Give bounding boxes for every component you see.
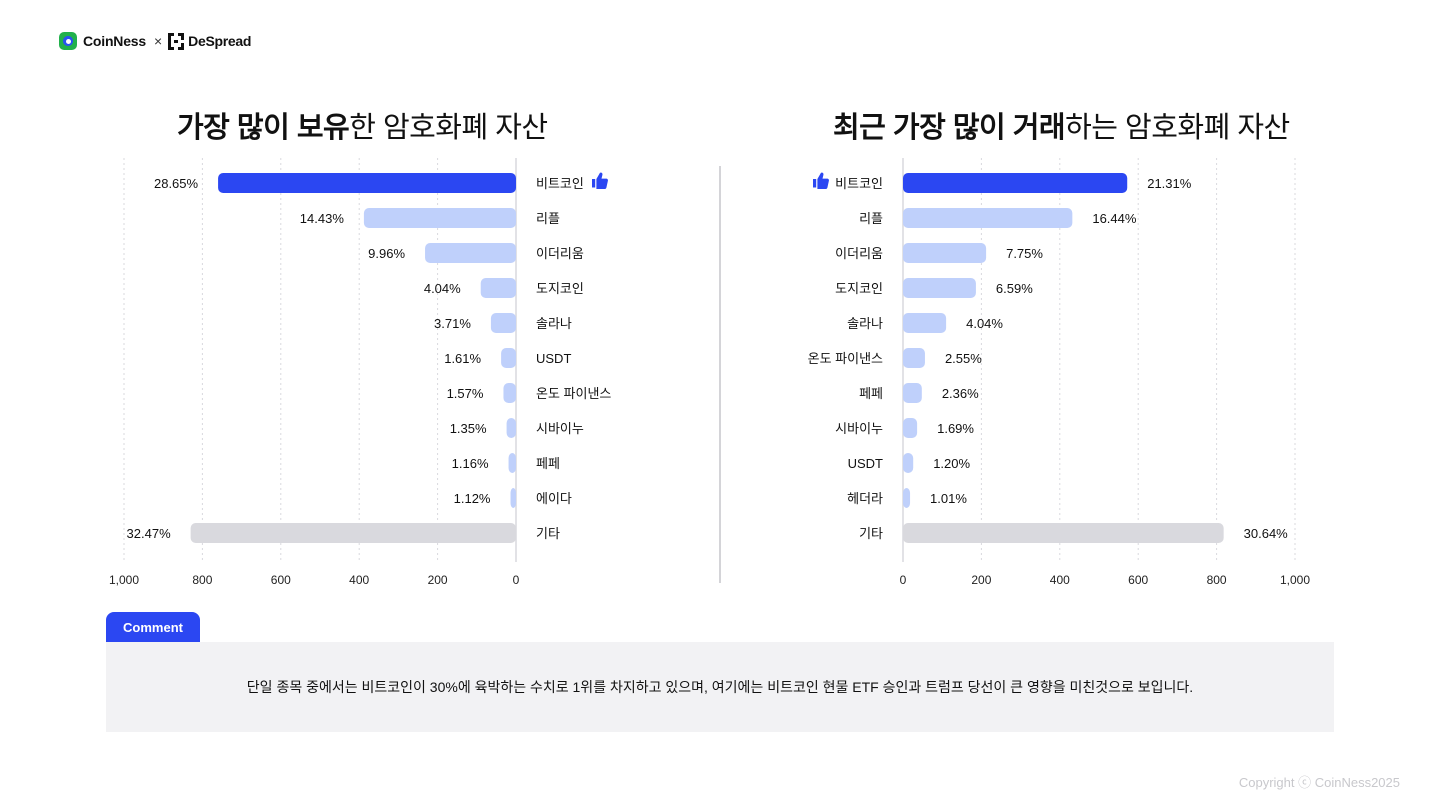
left-category-label: 온도 파이낸스 — [536, 386, 611, 401]
right-bar — [903, 313, 947, 333]
right-bar — [903, 418, 918, 438]
right-bar — [903, 278, 976, 298]
left-value-label: 28.65% — [154, 176, 199, 191]
comment-text: 단일 종목 중에서는 비트코인이 30%에 육박하는 수치로 1위를 차지하고 … — [246, 679, 1194, 695]
left-value-label: 9.96% — [368, 246, 405, 261]
copyright: Copyright ⓒ CoinNess2025 — [1238, 775, 1400, 790]
right-value-label: 4.04% — [966, 316, 1003, 331]
right-value-label: 2.55% — [945, 351, 982, 366]
left-bar — [508, 453, 516, 473]
right-bar — [903, 243, 987, 263]
left-category-label: 비트코인 — [536, 176, 584, 191]
left-value-label: 1.12% — [454, 491, 491, 506]
right-bar — [903, 208, 1073, 228]
despread-logo-icon — [168, 32, 185, 50]
left-category-label: 기타 — [536, 526, 560, 541]
right-category-label: 헤더라 — [847, 491, 883, 506]
left-value-label: 32.47% — [127, 526, 172, 541]
right-tick-label: 0 — [900, 573, 907, 587]
left-bar — [506, 418, 516, 438]
left-category-label: 도지코인 — [536, 281, 584, 296]
right-category-label: 시바이누 — [835, 421, 883, 436]
right-value-label: 30.64% — [1244, 526, 1289, 541]
right-tick-label: 200 — [971, 573, 991, 587]
left-value-label: 1.35% — [450, 421, 487, 436]
right-bar — [903, 488, 911, 508]
left-tick-label: 800 — [192, 573, 212, 587]
left-tick-label: 400 — [349, 573, 369, 587]
left-value-label: 14.43% — [300, 211, 345, 226]
left-chart-title: 가장 많이 보유한 암호화폐 자산 — [177, 108, 548, 148]
right-chart-title: 최근 가장 많이 거래하는 암호화폐 자산 — [833, 108, 1290, 148]
brand-separator: × — [153, 33, 163, 49]
right-category-label: 기타 — [859, 526, 883, 541]
bar-charts: 1,000 800 600 400 200 0 0 200 400 600 800 1,000 28.6… — [109, 158, 1310, 587]
coinness-brand: CoinNess — [83, 33, 146, 49]
right-tick-label: 400 — [1050, 573, 1070, 587]
right-value-label: 6.59% — [996, 281, 1033, 296]
despread-brand: DeSpread — [188, 33, 252, 49]
comment-box: 단일 종목 중에서는 비트코인이 30%에 육박하는 수치로 1위를 차지하고 … — [106, 642, 1334, 732]
left-category-label: 이더리움 — [536, 246, 584, 261]
left-title-bold: 가장 많이 보유 — [177, 112, 350, 144]
left-value-label: 1.57% — [447, 386, 484, 401]
thumbs-up-icon — [813, 172, 829, 189]
left-category-label: 페페 — [536, 456, 560, 471]
right-bar — [903, 523, 1224, 543]
left-bar — [363, 208, 516, 228]
right-category-label: 이더리움 — [835, 246, 883, 261]
right-value-label: 2.36% — [942, 386, 979, 401]
right-category-label: 페페 — [859, 386, 883, 401]
left-category-label: 솔라나 — [536, 316, 572, 331]
chart-divider — [719, 166, 721, 583]
right-title-bold: 최근 가장 많이 거래 — [833, 112, 1066, 144]
comment-tab: Comment — [106, 612, 200, 642]
right-value-label: 1.20% — [933, 456, 970, 471]
right-value-label: 1.69% — [937, 421, 974, 436]
left-value-label: 1.61% — [444, 351, 481, 366]
left-category-label: 시바이누 — [536, 421, 584, 436]
right-tick-label: 1,000 — [1280, 573, 1310, 587]
right-value-label: 7.75% — [1006, 246, 1043, 261]
right-category-label: 솔라나 — [847, 316, 883, 331]
right-title-rest: 하는 암호화폐 자산 — [1065, 112, 1290, 144]
left-value-label: 3.71% — [434, 316, 471, 331]
thumbs-up-icon — [592, 172, 608, 189]
left-tick-label: 200 — [428, 573, 448, 587]
right-bar — [903, 348, 925, 368]
left-value-label: 1.16% — [452, 456, 489, 471]
left-category-label: 에이다 — [536, 491, 572, 506]
left-category-label: USDT — [536, 351, 571, 366]
logo-bar: CoinNess × DeSpread — [59, 31, 251, 51]
right-category-label: 리플 — [859, 211, 883, 226]
right-value-label: 1.01% — [930, 491, 967, 506]
left-bar — [510, 488, 516, 508]
left-bar — [480, 278, 516, 298]
right-category-label: 비트코인 — [835, 176, 883, 191]
left-tick-label: 600 — [271, 573, 291, 587]
right-bar — [903, 173, 1128, 193]
left-category-label: 리플 — [536, 211, 560, 226]
right-value-label: 16.44% — [1092, 211, 1137, 226]
left-bar — [218, 173, 516, 193]
left-title-rest: 한 암호화폐 자산 — [349, 112, 548, 144]
coinness-logo-icon — [59, 32, 77, 50]
left-bar — [503, 383, 516, 403]
right-category-label: 온도 파이낸스 — [808, 351, 883, 366]
left-bar — [490, 313, 516, 333]
right-tick-label: 800 — [1207, 573, 1227, 587]
right-category-label: 도지코인 — [835, 281, 883, 296]
left-bar — [501, 348, 516, 368]
left-bar — [425, 243, 516, 263]
left-bar — [190, 523, 516, 543]
right-category-label: USDT — [848, 456, 883, 471]
right-value-label: 21.31% — [1147, 176, 1192, 191]
left-tick-label: 0 — [513, 573, 520, 587]
left-value-label: 4.04% — [424, 281, 461, 296]
right-bar — [903, 383, 922, 403]
right-bar — [903, 453, 914, 473]
left-tick-label: 1,000 — [109, 573, 139, 587]
right-tick-label: 600 — [1128, 573, 1148, 587]
